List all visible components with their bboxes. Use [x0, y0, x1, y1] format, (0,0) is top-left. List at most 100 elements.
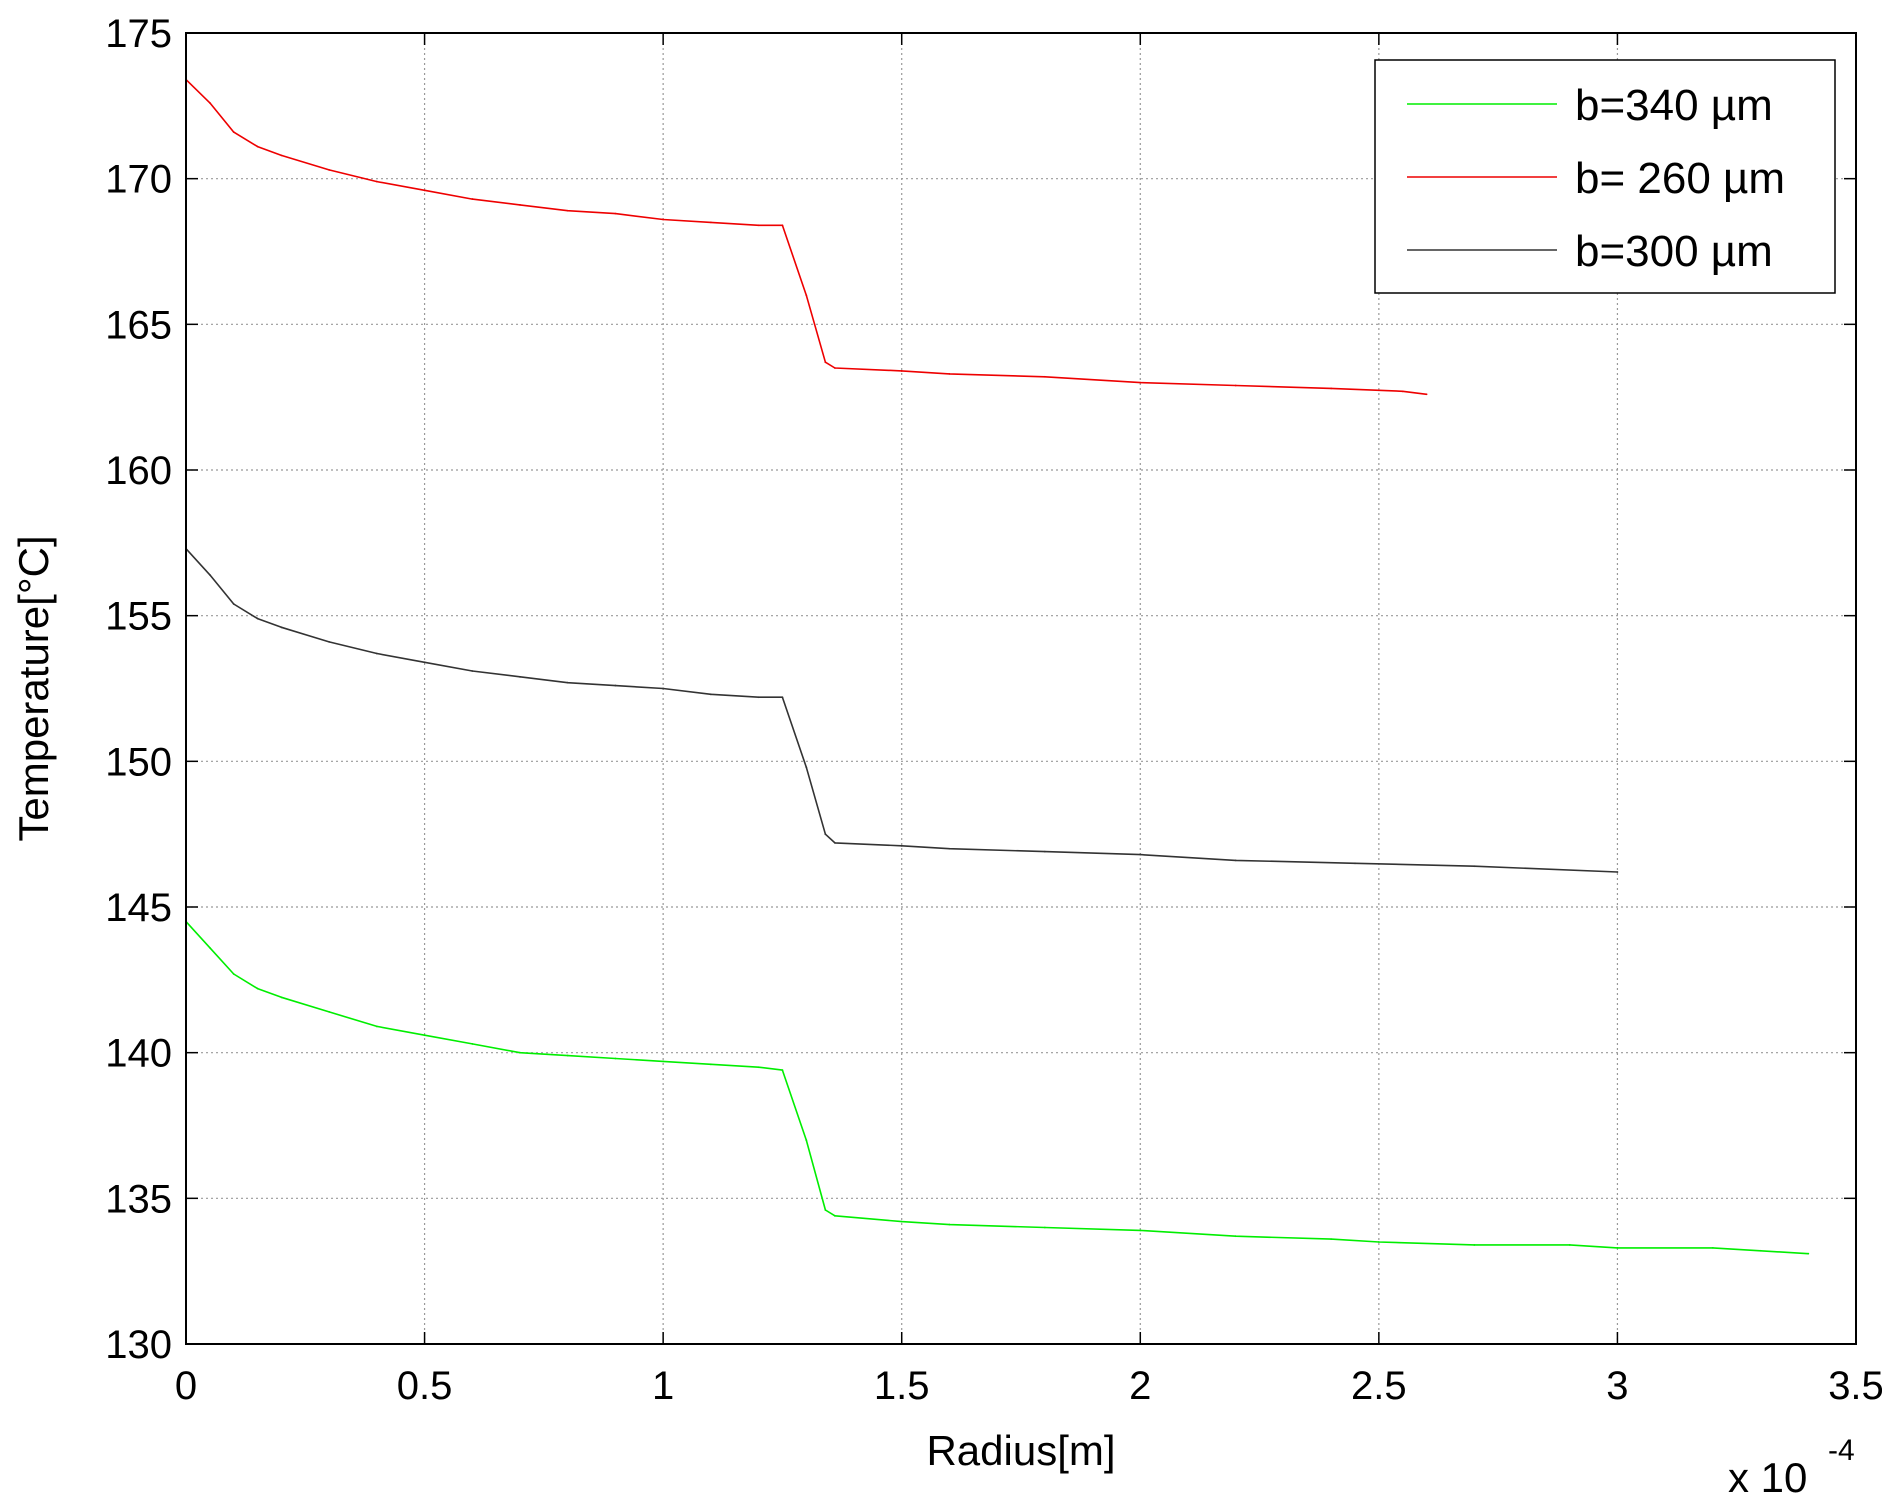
series-1-point — [208, 946, 211, 949]
series-1-point — [423, 1034, 426, 1037]
series-3-point — [256, 617, 259, 620]
y-tick-label: 175 — [105, 12, 172, 56]
series-1-point — [948, 1223, 951, 1226]
series-2-point — [1043, 375, 1046, 378]
series-3-point — [423, 661, 426, 664]
series-2-point — [1330, 387, 1333, 390]
series-1-point — [1711, 1246, 1714, 1249]
series-2-point — [232, 131, 235, 133]
series-3-point — [280, 626, 283, 629]
series-1-point — [375, 1025, 378, 1028]
series-2-point — [900, 370, 903, 372]
series-3-point — [566, 681, 569, 684]
series-3-point — [1234, 859, 1237, 862]
axis-ticks — [185, 32, 1857, 1345]
series-3-point — [709, 693, 712, 696]
series-1-point — [824, 1209, 827, 1211]
series-2-point — [662, 218, 665, 221]
series-1-point — [1473, 1244, 1476, 1246]
series-1-point — [1330, 1238, 1333, 1241]
series-1-point — [1139, 1229, 1142, 1232]
series-2-point — [1234, 384, 1237, 387]
series-2-point — [375, 180, 378, 183]
series-3-point — [1473, 865, 1476, 868]
y-tick-label: 170 — [105, 158, 172, 202]
series-3-point — [900, 844, 903, 847]
series-1-point — [662, 1060, 665, 1063]
x-tick-label: 1 — [652, 1364, 674, 1408]
x-tick-label: 3 — [1606, 1364, 1628, 1408]
legend: b=340 µm b= 260 µm b=300 µm — [1374, 59, 1836, 294]
series-3-point — [805, 766, 808, 769]
y-axis-label: Temperature[°C] — [10, 535, 57, 841]
series-2-point — [1139, 381, 1142, 384]
legend-label-2: b= 260 µm — [1575, 154, 1785, 203]
y-tick-label: 135 — [105, 1177, 172, 1221]
series-2-point — [834, 367, 836, 369]
x-tick-label: 0.5 — [397, 1364, 453, 1408]
series-3-point — [757, 696, 760, 699]
series-1-point — [280, 996, 283, 999]
x-tick-label: 0 — [175, 1364, 197, 1408]
series-2-point — [208, 102, 211, 104]
series-3-point — [375, 652, 378, 655]
series-layer — [185, 78, 1810, 1255]
series-1-point — [232, 973, 235, 975]
series-2-point — [805, 294, 808, 297]
y-tick-label: 165 — [105, 303, 172, 347]
series-2-point — [566, 209, 569, 212]
series-2-point — [519, 203, 521, 206]
x-axis-multiplier: x 10 -4 — [1728, 1434, 1855, 1499]
series-3-point — [948, 847, 951, 850]
series-3-point — [208, 573, 211, 576]
series-1-point — [1807, 1252, 1810, 1255]
series-2-point — [280, 154, 283, 157]
series-line-1 — [185, 921, 1809, 1255]
series-3-point — [328, 640, 331, 643]
x-tick-label: 2.5 — [1351, 1364, 1407, 1408]
series-1-point — [1377, 1241, 1380, 1243]
x-multiplier-base: x 10 — [1728, 1454, 1807, 1499]
series-2-point — [824, 361, 827, 364]
y-tick-label: 140 — [105, 1032, 172, 1076]
y-tick-label: 160 — [105, 449, 172, 493]
y-tick-label: 145 — [105, 886, 172, 930]
series-1-point — [709, 1063, 712, 1066]
x-multiplier-exponent: -4 — [1828, 1434, 1855, 1467]
series-1-point — [900, 1220, 903, 1223]
series-3-point — [519, 675, 521, 678]
series-1-point — [1759, 1249, 1762, 1252]
x-tick-label: 2 — [1129, 1364, 1151, 1408]
series-2-point — [1425, 393, 1428, 396]
series-3-point — [1043, 850, 1046, 853]
series-1-point — [566, 1054, 569, 1057]
x-tick-label: 1.5 — [874, 1364, 930, 1408]
series-2-point — [781, 224, 784, 227]
x-axis-label: Radius[m] — [926, 1427, 1115, 1474]
legend-label-3: b=300 µm — [1575, 227, 1773, 276]
series-3-point — [1139, 853, 1142, 856]
series-3-point — [781, 696, 784, 699]
series-3-point — [662, 687, 665, 690]
series-1-point — [1043, 1226, 1046, 1229]
legend-label-1: b=340 µm — [1575, 81, 1773, 130]
series-1-point — [471, 1043, 474, 1045]
series-2-point — [256, 145, 259, 148]
series-2-point — [328, 169, 331, 171]
series-1-point — [757, 1066, 760, 1069]
series-3-point — [834, 842, 836, 844]
series-1-point — [1568, 1244, 1571, 1246]
y-tick-label: 155 — [105, 595, 172, 639]
series-1-point — [781, 1069, 784, 1072]
series-3-point — [471, 670, 474, 672]
series-3-point — [1616, 871, 1619, 873]
series-3-point — [1354, 862, 1356, 865]
series-3-point — [614, 684, 617, 687]
series-3-point — [232, 603, 235, 605]
series-1-point — [805, 1139, 808, 1141]
series-2-point — [1401, 390, 1404, 393]
series-3-point — [824, 833, 827, 836]
series-1-point — [328, 1010, 331, 1013]
series-1-point — [256, 987, 259, 990]
